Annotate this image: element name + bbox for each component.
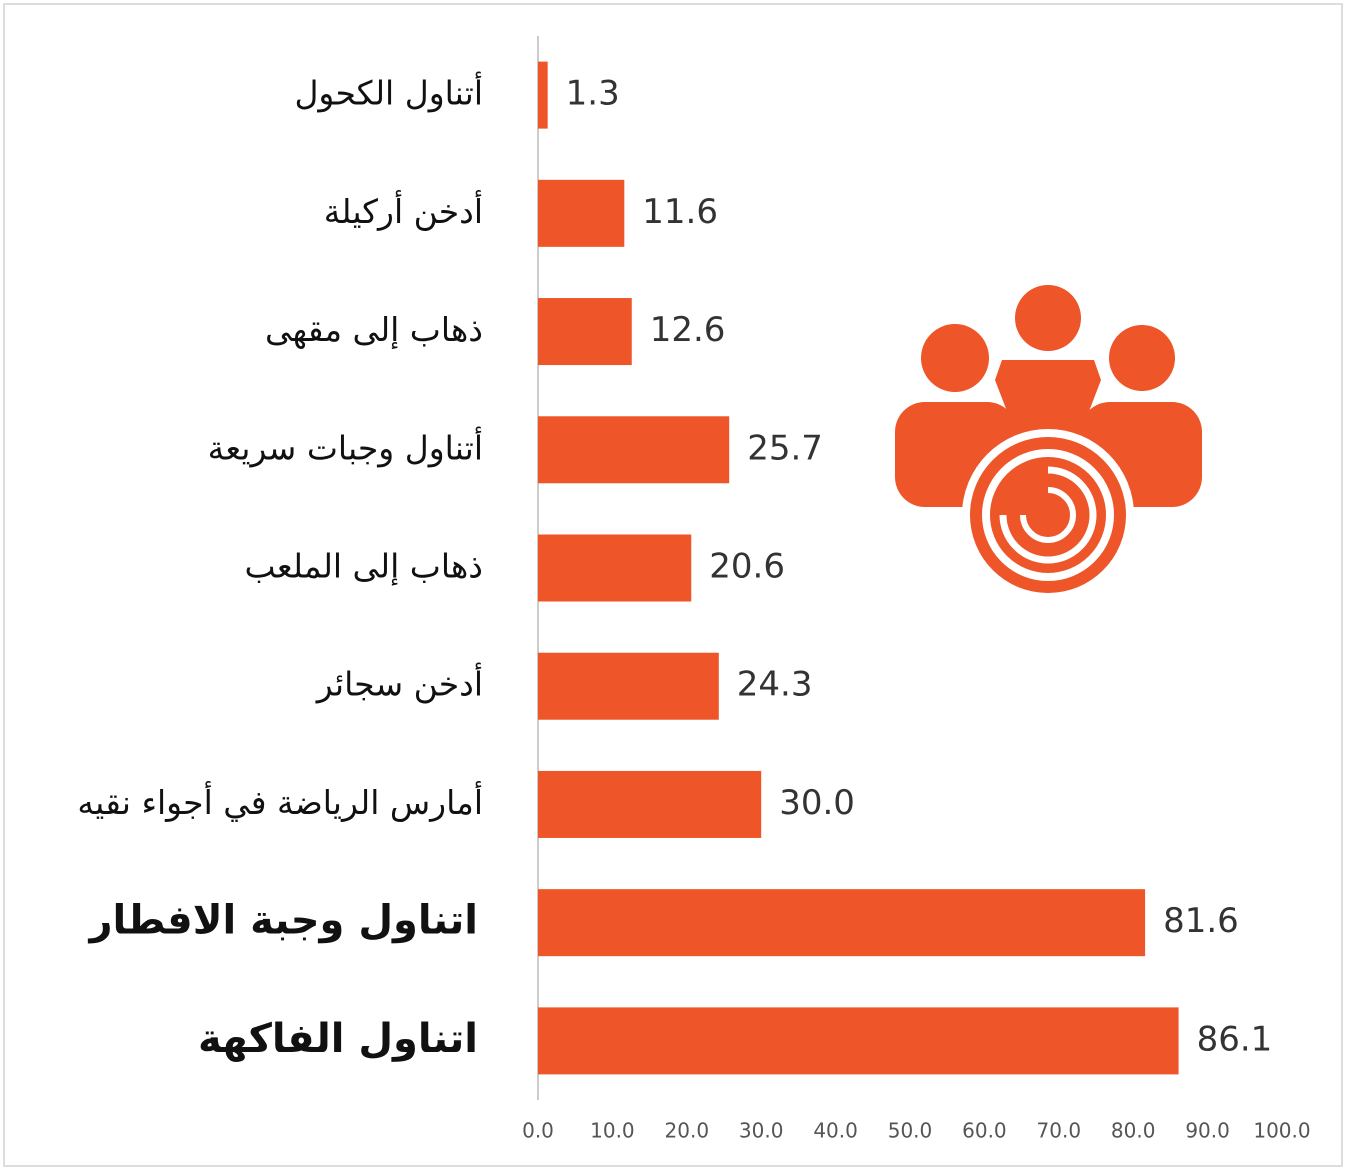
x-tick-label: 40.0 — [813, 1119, 858, 1143]
value-label: 24.3 — [737, 665, 813, 705]
x-tick-label: 100.0 — [1253, 1119, 1310, 1143]
bar — [538, 1007, 1179, 1075]
bar — [538, 534, 692, 602]
value-label: 12.6 — [650, 310, 726, 350]
value-label: 81.6 — [1163, 901, 1239, 941]
x-tick-label: 90.0 — [1185, 1119, 1230, 1143]
y-tick-label: اتناول وجبة الافطار — [88, 898, 478, 944]
x-tick-label: 20.0 — [665, 1119, 710, 1143]
bar — [538, 61, 548, 129]
value-label: 20.6 — [709, 547, 785, 587]
bar — [538, 298, 632, 366]
y-tick-label: أدخن أركيلة — [324, 190, 483, 231]
y-tick-label: أتناول وجبات سريعة — [208, 426, 483, 467]
x-tick-label: 30.0 — [739, 1119, 784, 1143]
y-tick-label: أمارس الرياضة في أجواء نقيه — [77, 781, 483, 822]
value-label: 11.6 — [642, 192, 718, 232]
y-tick-label: أتناول الكحول — [294, 72, 483, 113]
bar — [538, 179, 625, 247]
x-tick-label: 60.0 — [962, 1119, 1007, 1143]
x-tick-label: 10.0 — [590, 1119, 635, 1143]
value-label: 86.1 — [1197, 1019, 1273, 1059]
y-tick-label: اتناول الفاكهة — [198, 1016, 478, 1062]
bar — [538, 889, 1146, 957]
x-tick-label: 0.0 — [522, 1119, 554, 1143]
x-tick-label: 50.0 — [888, 1119, 933, 1143]
y-tick-label: ذهاب إلى مقهى — [265, 310, 483, 350]
bar — [538, 416, 730, 484]
value-label: 25.7 — [747, 428, 823, 468]
x-tick-label: 80.0 — [1111, 1119, 1156, 1143]
icon — [895, 285, 1202, 601]
x-tick-label: 70.0 — [1037, 1119, 1082, 1143]
value-label: 1.3 — [566, 74, 620, 114]
bar — [538, 770, 762, 838]
y-tick-label: ذهاب إلى الملعب — [245, 547, 483, 587]
y-tick-label: أدخن سجائر — [315, 663, 483, 704]
bar — [538, 652, 719, 720]
value-label: 30.0 — [779, 783, 855, 823]
